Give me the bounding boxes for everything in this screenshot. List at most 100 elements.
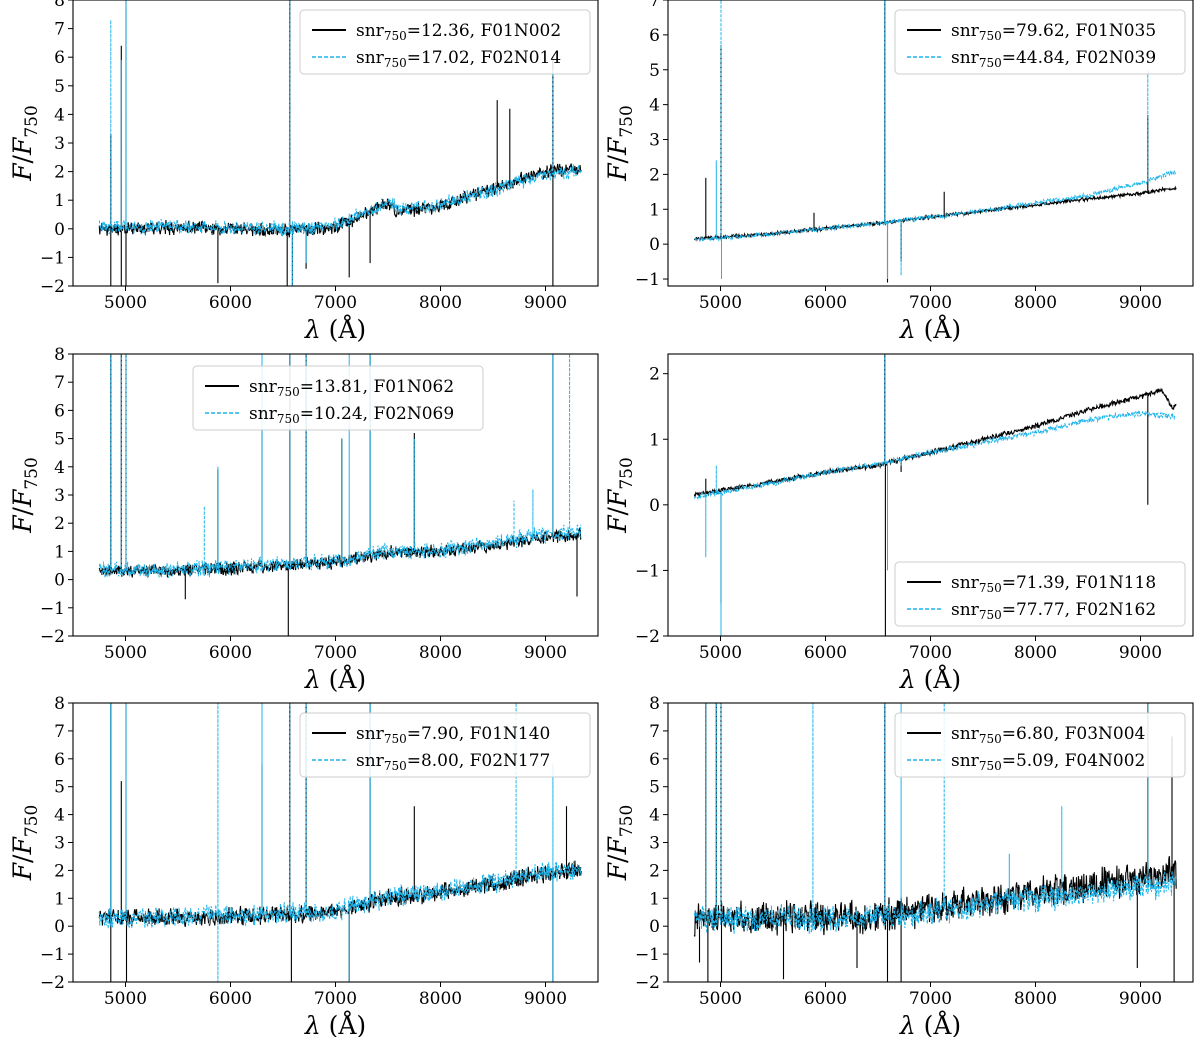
y-tick-label: 7 (54, 20, 65, 40)
legend: snr750=71.39, F01N118 snr750=77.77, F02N1… (894, 561, 1186, 627)
x-tick-label: 7000 (314, 293, 357, 313)
y-axis-label: F/F750 (8, 805, 42, 882)
legend-label-1: snr750=12.36, F01N002 (356, 21, 561, 43)
x-tick-label: 6000 (804, 989, 847, 1009)
x-tick-label: 6000 (209, 643, 252, 663)
y-tick-label: −2 (635, 973, 660, 993)
x-tick-label: 9000 (1119, 293, 1162, 313)
y-tick-label: 0 (649, 496, 660, 516)
x-tick-label: 9000 (1119, 989, 1162, 1009)
y-tick-label: −1 (635, 561, 660, 581)
y-tick-label: 8 (649, 694, 660, 714)
y-tick-label: −1 (40, 945, 65, 965)
legend-label-2: snr750=8.00, F02N177 (356, 751, 550, 773)
plot-area (693, 0, 1177, 283)
y-tick-label: 0 (649, 917, 660, 937)
plot-area (98, 703, 582, 982)
legend-box (894, 9, 1186, 75)
y-tick-label: −2 (40, 277, 65, 297)
legend-box (299, 712, 591, 778)
x-axis-label: λ (Å) (304, 314, 366, 344)
x-axis-label: λ (Å) (899, 314, 961, 344)
y-tick-label: 0 (54, 917, 65, 937)
x-tick-label: 7000 (909, 989, 952, 1009)
y-axis-label: F/F750 (603, 457, 637, 534)
series-line-2 (694, 0, 1177, 279)
y-tick-label: 5 (649, 778, 660, 798)
series-line-2 (98, 703, 582, 982)
y-tick-label: −1 (635, 270, 660, 290)
x-tick-label: 8000 (419, 989, 462, 1009)
legend-label-1: snr750=6.80, F03N004 (951, 724, 1145, 746)
y-tick-label: 2 (54, 163, 65, 183)
y-tick-label: −1 (40, 599, 65, 619)
x-tick-label: 9000 (524, 643, 567, 663)
legend-label-1: snr750=79.62, F01N035 (951, 21, 1156, 43)
y-tick-label: 1 (649, 430, 660, 450)
series-line-1 (693, 354, 1177, 636)
y-tick-label: 4 (54, 105, 65, 125)
y-axis-label: F/F750 (8, 105, 42, 182)
y-tick-label: 4 (649, 96, 660, 116)
y-tick-label: 4 (54, 458, 65, 478)
series-line-1 (98, 703, 582, 982)
series-line-2 (98, 0, 582, 286)
chart-panel-1: 5000 6000 7000 8000 9000 −2 −1 0 1 2 3 4 5 6 7 8 λ (Å) F/… (8, 0, 599, 344)
x-tick-label: 6000 (209, 293, 252, 313)
y-tick-label: 2 (649, 861, 660, 881)
y-tick-label: 6 (54, 750, 65, 770)
x-tick-label: 5000 (104, 643, 147, 663)
y-tick-label: 5 (54, 778, 65, 798)
y-tick-label: 3 (649, 131, 660, 151)
y-tick-label: 7 (54, 373, 65, 393)
legend-label-1: snr750=7.90, F01N140 (356, 724, 550, 746)
y-tick-label: 2 (54, 514, 65, 534)
y-tick-label: 7 (54, 722, 65, 742)
y-tick-label: 8 (54, 0, 65, 11)
x-tick-label: 8000 (1014, 989, 1057, 1009)
plot-area (98, 0, 582, 286)
legend-label-1: snr750=71.39, F01N118 (951, 573, 1156, 595)
chart-panel-6: 5000 6000 7000 8000 9000 −2 −1 0 1 2 3 4 5 6 7 8 λ (Å) F/… (603, 694, 1194, 1037)
chart-panel-5: 5000 6000 7000 8000 9000 −2 −1 0 1 2 3 4 5 6 7 8 λ (Å) F/… (8, 694, 599, 1037)
x-tick-label: 6000 (209, 989, 252, 1009)
y-tick-label: 3 (649, 834, 660, 854)
x-tick-label: 5000 (699, 643, 742, 663)
y-tick-label: 4 (649, 806, 660, 826)
x-axis-label: λ (Å) (899, 1010, 961, 1037)
legend-label-2: snr750=10.24, F02N069 (249, 404, 454, 426)
y-tick-label: −1 (635, 945, 660, 965)
legend-box (894, 712, 1186, 778)
y-tick-label: −2 (635, 627, 660, 647)
legend-box (894, 561, 1186, 627)
y-tick-label: 2 (54, 861, 65, 881)
y-tick-label: −1 (40, 248, 65, 268)
y-tick-label: 6 (54, 48, 65, 68)
x-tick-label: 5000 (104, 989, 147, 1009)
legend: snr750=6.80, F03N004 snr750=5.09, F04N002 (894, 712, 1186, 778)
y-axis-label: F/F750 (603, 105, 637, 182)
chart-panel-3: 5000 6000 7000 8000 9000 −2 −1 0 1 2 3 4 5 6 7 8 λ (Å) F/… (8, 345, 599, 694)
y-axis-label: F/F750 (8, 457, 42, 534)
series-line-2 (693, 354, 1177, 636)
series-line-2 (693, 703, 1177, 934)
x-tick-label: 8000 (1014, 293, 1057, 313)
x-tick-label: 7000 (909, 293, 952, 313)
chart-panel-2: 5000 6000 7000 8000 9000 −1 0 1 2 3 4 5 6 7 λ (Å) F/F75… (603, 0, 1194, 344)
x-tick-label: 7000 (314, 989, 357, 1009)
legend-box (299, 9, 591, 75)
y-axis-label: F/F750 (603, 805, 637, 882)
y-tick-label: 5 (649, 61, 660, 81)
x-tick-label: 5000 (104, 293, 147, 313)
plot-area (693, 703, 1177, 982)
x-tick-label: 5000 (699, 293, 742, 313)
x-tick-label: 9000 (524, 293, 567, 313)
x-axis-label: λ (Å) (304, 664, 366, 694)
y-tick-label: 3 (54, 486, 65, 506)
y-tick-label: 0 (649, 235, 660, 255)
y-tick-label: 2 (649, 165, 660, 185)
y-tick-label: −2 (40, 627, 65, 647)
y-tick-label: 7 (649, 0, 660, 11)
x-tick-label: 6000 (804, 643, 847, 663)
